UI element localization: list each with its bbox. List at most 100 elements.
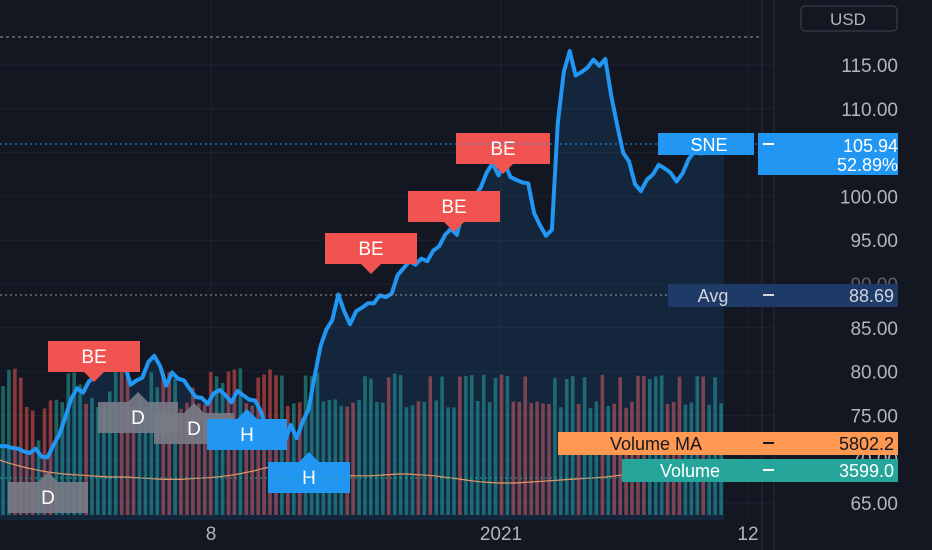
volume-bar bbox=[416, 401, 421, 515]
price-tag-value-box bbox=[758, 133, 898, 175]
currency-label: USD bbox=[830, 10, 866, 29]
markers: BE BE BE BE D D D H H bbox=[8, 133, 550, 513]
avg-tag-value: 88.69 bbox=[849, 286, 894, 306]
marker-h: H bbox=[268, 452, 350, 493]
volume-bar bbox=[499, 374, 504, 515]
volume-bar bbox=[309, 376, 314, 515]
volume-bar bbox=[119, 371, 124, 515]
marker-be: BE bbox=[48, 341, 140, 382]
volume-bar bbox=[493, 377, 498, 515]
volume-bar bbox=[363, 376, 367, 515]
volume-ma-tag-box bbox=[558, 432, 898, 455]
volume-bar bbox=[481, 374, 486, 515]
y-tick-label: 115.00 bbox=[841, 56, 898, 77]
volume-bar bbox=[42, 408, 47, 515]
x-tick-label: 8 bbox=[206, 524, 217, 545]
volume-bar bbox=[369, 378, 373, 515]
volume-bar bbox=[535, 401, 539, 515]
volume-bar bbox=[576, 404, 581, 515]
volume-bar bbox=[553, 378, 557, 515]
volume-bar bbox=[606, 406, 611, 515]
avg-tag-box bbox=[668, 284, 898, 307]
volume-bar bbox=[108, 391, 112, 515]
volume-bar bbox=[588, 408, 593, 515]
volume-bar bbox=[54, 399, 59, 515]
volume-bar bbox=[327, 400, 332, 515]
volume-bar bbox=[523, 376, 527, 515]
volume-bar bbox=[559, 407, 563, 515]
price-tag-change: 52.89% bbox=[837, 155, 898, 175]
volume-bar bbox=[458, 376, 462, 515]
marker-shape bbox=[8, 472, 88, 513]
y-tick-label: 80.00 bbox=[850, 363, 898, 384]
volume-bar bbox=[487, 402, 492, 515]
marker-label: H bbox=[240, 425, 254, 446]
marker-label: D bbox=[131, 408, 145, 429]
y-tick-label: 65.00 bbox=[850, 494, 898, 515]
volume-bar bbox=[155, 387, 160, 515]
currency-button-frame bbox=[800, 5, 898, 32]
volume-bar bbox=[19, 377, 23, 515]
marker-shape bbox=[268, 452, 350, 493]
volume-bar bbox=[404, 407, 409, 515]
marker-label: BE bbox=[358, 239, 383, 260]
volume-bar bbox=[250, 405, 254, 515]
marker-d: D bbox=[8, 472, 88, 513]
volume-bar bbox=[66, 373, 71, 515]
volume-bar bbox=[102, 404, 106, 515]
volume-bar bbox=[505, 376, 510, 515]
volume-bar bbox=[464, 376, 468, 515]
volume-tag: Volume 3599.0 bbox=[622, 459, 898, 482]
volume-bar bbox=[137, 396, 142, 515]
volume-bar bbox=[333, 399, 338, 515]
marker-shape bbox=[207, 409, 287, 450]
volume-bar bbox=[191, 387, 195, 515]
volume-bar bbox=[30, 410, 35, 515]
marker-shape bbox=[408, 191, 500, 232]
volume-bar bbox=[511, 401, 516, 515]
volume-bar bbox=[131, 405, 136, 515]
x-axis: 8 2021 12 bbox=[206, 524, 759, 545]
volume-bar bbox=[303, 375, 308, 515]
marker-be: BE bbox=[325, 233, 417, 274]
volume-bar bbox=[398, 375, 403, 515]
avg-tag: Avg 88.69 bbox=[668, 284, 898, 307]
volume-bar bbox=[475, 401, 480, 515]
marker-shape bbox=[325, 233, 417, 274]
volume-bar bbox=[612, 403, 616, 515]
volume-bar bbox=[630, 401, 634, 515]
volume-bar bbox=[446, 407, 450, 515]
volume-bar bbox=[185, 402, 189, 515]
volume-bar bbox=[197, 403, 201, 515]
marker-label: D bbox=[187, 419, 201, 440]
volume-bar bbox=[315, 372, 320, 515]
volume-bar bbox=[173, 378, 177, 515]
marker-shape bbox=[456, 133, 550, 174]
volume-bar bbox=[452, 407, 456, 515]
volume-bar bbox=[594, 401, 599, 515]
volume-bar bbox=[547, 404, 551, 515]
volume-bar bbox=[410, 405, 415, 515]
marker-label: BE bbox=[441, 197, 466, 218]
marker-label: H bbox=[302, 468, 316, 489]
currency-button[interactable]: USD bbox=[800, 5, 898, 32]
volume-bar bbox=[297, 402, 302, 515]
volume-bar bbox=[321, 401, 326, 515]
volume-bar bbox=[72, 372, 76, 515]
marker-be: BE bbox=[408, 191, 500, 232]
volume-bar bbox=[24, 406, 29, 515]
volume-bar bbox=[392, 373, 397, 515]
volume-tag-value: 3599.0 bbox=[839, 461, 894, 481]
volume-bar bbox=[381, 402, 385, 515]
volume-ma-tag-name: Volume MA bbox=[610, 434, 702, 454]
volume-bar bbox=[143, 407, 148, 515]
volume-bar bbox=[292, 403, 296, 515]
volume-bar bbox=[386, 377, 391, 515]
volume-bar bbox=[434, 400, 438, 515]
price-tag-value: 105.94 bbox=[843, 136, 898, 156]
volume-bar bbox=[339, 405, 343, 515]
volume-bar bbox=[1, 386, 5, 515]
volume-bar bbox=[428, 376, 433, 515]
volume-bar bbox=[149, 372, 154, 515]
